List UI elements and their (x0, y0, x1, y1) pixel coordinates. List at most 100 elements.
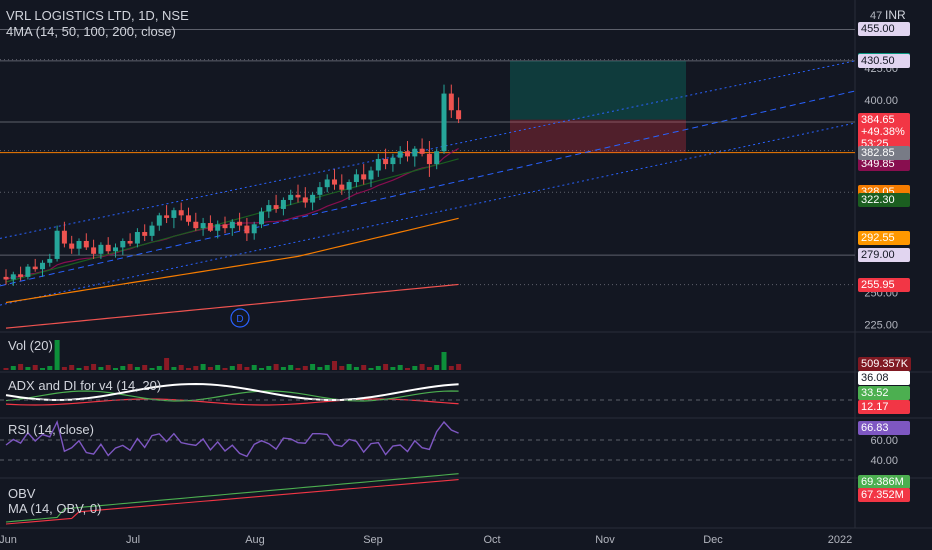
candle-body (18, 274, 24, 277)
adx-value-tag[interactable]: 36.08 (858, 371, 910, 385)
candle-body (434, 151, 440, 165)
price-tag[interactable]: 430.50 (858, 53, 910, 68)
volume-bar (368, 368, 374, 370)
candle-body (383, 158, 389, 165)
candle-body (448, 93, 454, 111)
adx-label[interactable]: ADX and DI for v4 (14, 20) (8, 378, 162, 393)
candle-body (375, 158, 381, 171)
volume-bar (193, 366, 199, 370)
candle-body (186, 215, 191, 222)
vol-value-tag[interactable]: 509.357K (858, 357, 912, 371)
obv-label[interactable]: OBV (8, 486, 36, 501)
x-axis-label: 2022 (828, 534, 852, 546)
channel-middle-line (0, 90, 856, 287)
candle-body (244, 225, 250, 234)
volume-bar (426, 367, 432, 370)
volume-bar (18, 364, 24, 370)
volume-bar (383, 364, 389, 370)
volume-bar (120, 366, 126, 370)
candle-body (207, 223, 213, 231)
currency-label[interactable]: INR (885, 8, 906, 22)
volume-bar (419, 364, 425, 370)
x-axis-label: Dec (703, 534, 723, 546)
price-tag[interactable]: 322.30 (858, 192, 910, 207)
candle-body (237, 221, 243, 226)
candle-body (134, 232, 140, 244)
candle-body (441, 93, 447, 152)
candle-body (288, 194, 294, 200)
volume-bar (237, 364, 243, 370)
volume-bar (229, 366, 235, 370)
price-tag[interactable]: 349.85 (858, 157, 910, 172)
candle-body (3, 276, 9, 280)
price-tag[interactable]: 455.00 (858, 22, 910, 37)
volume-bar (448, 366, 454, 370)
adx-value-tag[interactable]: 12.17 (858, 400, 910, 414)
indicator-label[interactable]: 4MA (14, 50, 100, 200, close) (6, 24, 176, 39)
candle-body (113, 247, 118, 252)
volume-bar (32, 365, 38, 370)
stop-zone (510, 119, 686, 153)
volume-bar (105, 365, 111, 370)
volume-bar (280, 367, 286, 370)
adx-value-tag[interactable]: 33.52 (858, 386, 910, 400)
price-tag[interactable]: 255.95 (858, 277, 910, 292)
obv-value-tag[interactable]: 69.386M (858, 475, 910, 489)
volume-bar (178, 365, 184, 370)
candle-body (259, 211, 264, 225)
candle-body (98, 244, 104, 254)
candle-body (164, 215, 170, 218)
current-level-tag[interactable]: 382.85 (858, 145, 910, 160)
rsi-tick: 40.00 (870, 455, 898, 467)
volume-bar (441, 352, 447, 370)
volume-bar (10, 366, 16, 370)
candle-body (324, 179, 330, 188)
volume-bar (302, 366, 308, 370)
volume-bar (346, 364, 352, 370)
volume-bar (434, 365, 440, 370)
candle-body (251, 224, 257, 234)
candle-body (47, 258, 53, 263)
candle-body (127, 240, 133, 244)
volume-bar (47, 366, 53, 370)
volume-bar (164, 358, 170, 370)
volume-bar (3, 368, 9, 370)
candle-body (40, 262, 45, 270)
channel-upper-line (0, 60, 856, 239)
candle-body (120, 240, 126, 248)
volume-bar (69, 365, 75, 370)
candle-body (193, 221, 199, 229)
obv-ma-label[interactable]: MA (14, OBV, 0) (8, 501, 102, 516)
candle-body (390, 157, 396, 165)
price-tag[interactable]: 292.55 (858, 230, 910, 245)
volume-bar (222, 368, 228, 370)
candle-body (339, 184, 345, 190)
candle-body (83, 240, 89, 248)
rsi-label[interactable]: RSI (14, close) (8, 422, 94, 437)
x-axis-label: Jun (0, 534, 17, 546)
candle-body (332, 179, 337, 185)
volume-bar (324, 365, 330, 370)
volume-bar (127, 364, 133, 370)
candle-body (419, 148, 425, 154)
volume-bar (98, 367, 104, 370)
volume-bar (40, 368, 45, 370)
candle-body (280, 199, 286, 209)
x-axis-label: Jul (126, 534, 140, 546)
ma100-line (5, 217, 459, 304)
earnings-marker-label: D (236, 314, 243, 325)
volume-bar (186, 368, 191, 370)
candle-body (156, 215, 162, 226)
obv-value-tag[interactable]: 67.352M (858, 488, 910, 502)
candle-body (229, 221, 235, 229)
symbol-title[interactable]: VRL LOGISTICS LTD, 1D, NSE (6, 8, 189, 23)
candle-body (171, 210, 177, 218)
volume-label[interactable]: Vol (20) (8, 338, 53, 353)
volume-bar (273, 364, 279, 370)
rsi-value-tag[interactable]: 66.83 (858, 421, 910, 435)
price-tag[interactable]: 279.00 (858, 248, 910, 263)
candle-body (149, 225, 155, 236)
channel-lower-line (0, 122, 856, 306)
candle-body (317, 187, 323, 195)
